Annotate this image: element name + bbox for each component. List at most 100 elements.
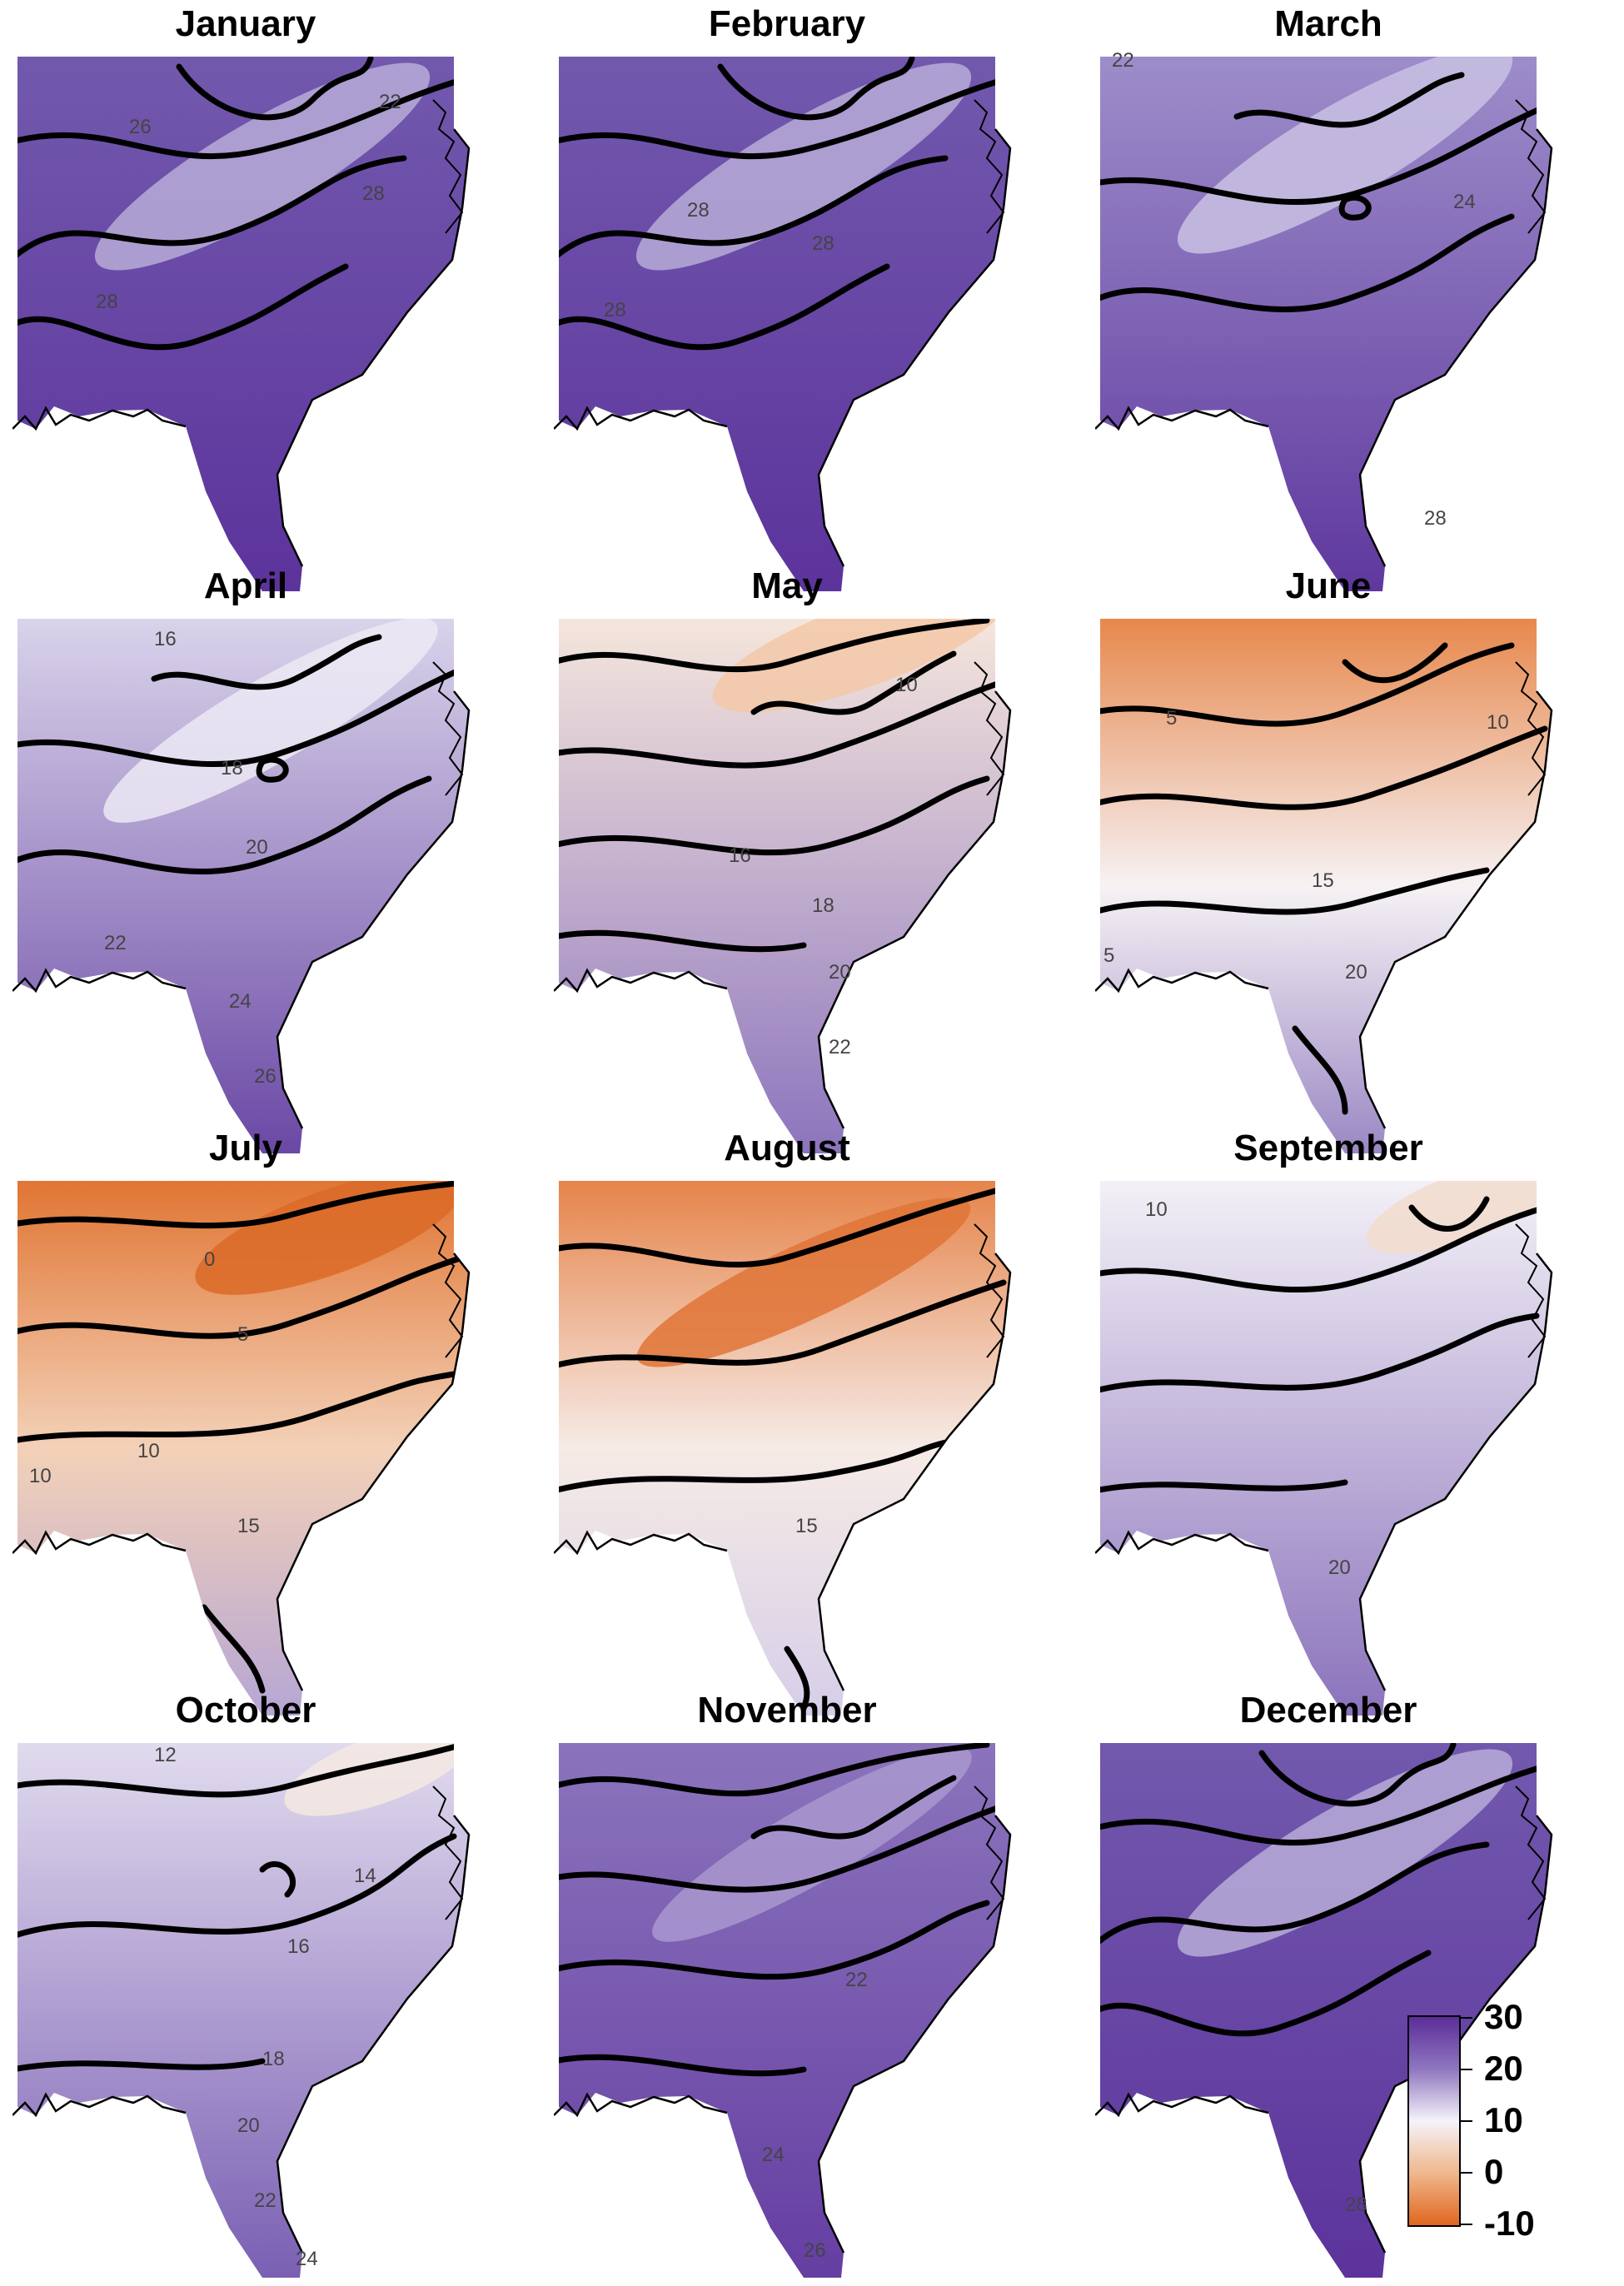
contour-line: [17, 659, 469, 768]
bay-outline: [974, 1785, 1005, 1920]
month-panel: November 22 24 26: [554, 1690, 1020, 2278]
gulf-coastline: [554, 406, 728, 431]
coastline: [1358, 1815, 1553, 2254]
map-region: [17, 1181, 469, 1716]
contour-line: [176, 57, 374, 121]
contour-label: 24: [229, 990, 252, 1013]
contour-line: [17, 1833, 457, 1940]
map-region: [559, 1181, 1010, 1716]
contour-label: 10: [137, 1440, 160, 1462]
contour-line: [1100, 642, 1515, 727]
month-title: May: [751, 565, 823, 606]
gulf-coastline: [554, 2092, 728, 2118]
map-svg: 22 24 26: [554, 1743, 1012, 2278]
month-title: December: [1239, 1690, 1417, 1731]
map-region: [559, 1743, 1010, 2278]
contour-label: 5: [1166, 707, 1177, 730]
shading-patch: [284, 1743, 469, 1816]
shading-patch: [636, 1198, 971, 1367]
contour-label: 18: [812, 894, 834, 917]
map-svg: 22 24 28: [1095, 50, 1553, 591]
map-svg: 22 26 28 28: [12, 57, 471, 591]
contour-line: [1100, 1758, 1552, 1846]
bay-outline: [974, 99, 1005, 234]
contour-label: 22: [1112, 50, 1134, 72]
contour-label: 24: [296, 2248, 318, 2270]
contour-line: [1100, 1950, 1432, 2037]
month-title: January: [175, 3, 316, 44]
bay-outline: [1515, 1223, 1547, 1358]
map-svg: 5 10 15 20 5: [1095, 619, 1553, 1153]
coastline: [817, 1815, 1012, 2254]
contour-label: 16: [729, 844, 751, 867]
contour-label: 16: [154, 628, 177, 650]
map-svg: 28: [1095, 1743, 1553, 2278]
legend-tick-label: 0: [1484, 2152, 1504, 2191]
contour-line: [1100, 1204, 1548, 1293]
bay-outline: [432, 661, 464, 796]
bay-outline: [1515, 99, 1547, 234]
contour-line: [17, 1254, 466, 1339]
contour-line: [559, 619, 990, 673]
month-title: September: [1233, 1128, 1423, 1168]
month-title: February: [708, 3, 866, 44]
contour-label: 15: [795, 1515, 818, 1537]
contour-line: [1292, 1025, 1348, 1115]
contour-line: [17, 1371, 457, 1444]
contour-line: [1100, 1312, 1540, 1394]
contour-label: 20: [1345, 961, 1367, 984]
gulf-coastline: [12, 2092, 187, 2118]
contour-label: 10: [29, 1465, 52, 1487]
contour-label: 20: [829, 961, 851, 984]
map-svg: 15: [554, 1181, 1012, 1716]
contour-line: [559, 1900, 990, 1980]
contour-line: [1100, 1841, 1490, 1948]
contour-line: [1258, 1743, 1457, 1807]
contour-line: [784, 1646, 810, 1711]
contour-line: [17, 72, 469, 160]
contour-label: 15: [1312, 869, 1334, 892]
legend-tick-label: -10: [1484, 2204, 1535, 2243]
gulf-coastline: [554, 1530, 728, 1556]
color-legend: 30 20 10 0 -10: [1407, 1997, 1607, 2243]
map-region: [559, 619, 1010, 1153]
contour-line: [1100, 1479, 1348, 1494]
coastline: [817, 1253, 1012, 1691]
contour-line: [559, 1437, 957, 1494]
contour-label: 18: [262, 2048, 285, 2070]
contour-label: 24: [1453, 191, 1476, 213]
contour-line: [1100, 213, 1515, 313]
contour-label: 5: [237, 1323, 248, 1346]
gulf-coastline: [1095, 1530, 1269, 1556]
contour-line: [17, 775, 432, 875]
contour-line: [259, 1861, 296, 1898]
coastline: [276, 690, 471, 1129]
month-panel: April 16 18 20 22 24 26: [12, 565, 479, 1153]
shading-patch: [195, 1181, 463, 1295]
contour-label: 28: [812, 232, 834, 255]
contour-label: 16: [287, 1935, 310, 1958]
shading-patch: [1177, 1749, 1513, 1957]
contour-label: 28: [1424, 507, 1447, 530]
gulf-coastline: [12, 968, 187, 994]
month-title: March: [1274, 3, 1382, 44]
contour-line: [17, 1743, 466, 1798]
contour-line: [559, 929, 807, 953]
contour-line: [151, 634, 382, 690]
contour-label: 22: [845, 1969, 868, 1991]
map-region: [1100, 619, 1552, 1153]
contour-line: [559, 72, 1010, 160]
gulf-coastline: [1095, 968, 1269, 994]
shading-patch: [1367, 1181, 1552, 1254]
map-svg: 0 5 10 10 15: [12, 1181, 471, 1716]
contour-label: 20: [246, 836, 268, 859]
gulf-coastline: [12, 406, 187, 431]
shading-patch: [103, 619, 438, 823]
contour-label: 22: [254, 2189, 276, 2212]
bay-outline: [432, 1785, 464, 1920]
legend-tick: [1461, 2120, 1472, 2122]
contour-label: 26: [254, 1065, 276, 1088]
legend-tick-label: 30: [1484, 1997, 1523, 2036]
map-svg: 12 14 16 18 20 22 24: [12, 1743, 471, 2278]
contour-line: [559, 263, 890, 351]
